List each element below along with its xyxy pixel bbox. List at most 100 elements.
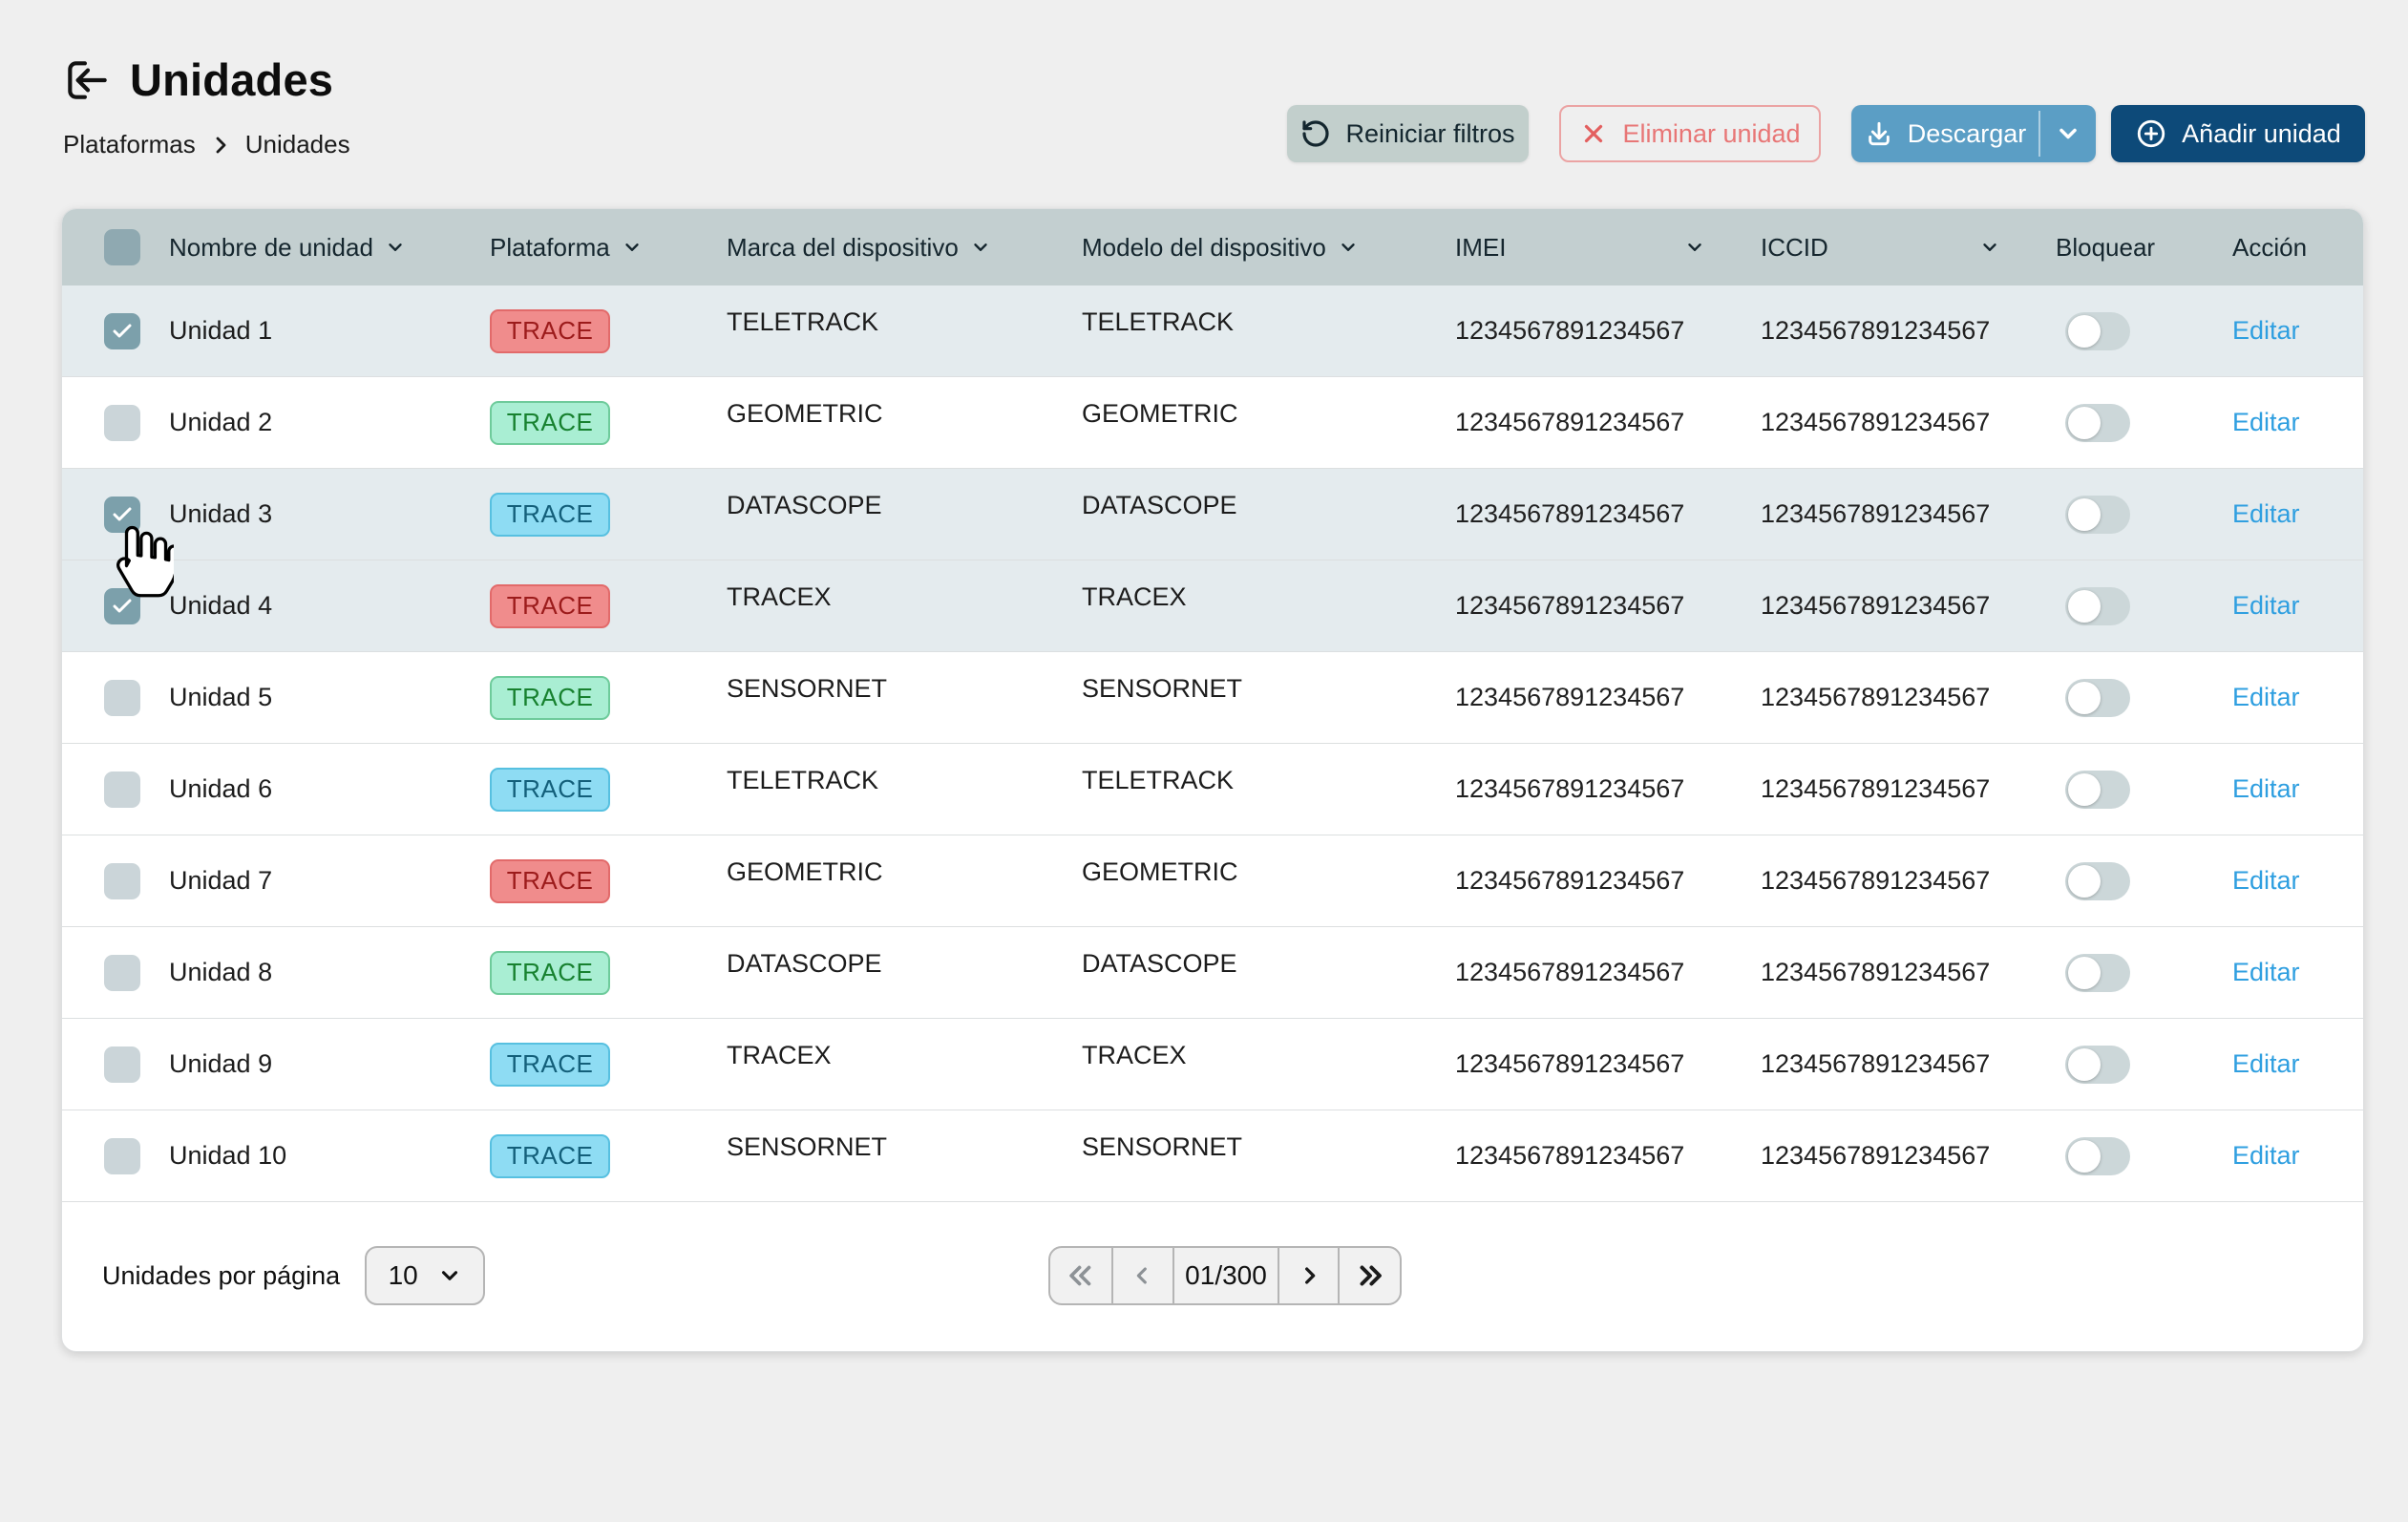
imei-value: 1234567891234567 [1455,683,1685,711]
imei-value: 1234567891234567 [1455,499,1685,528]
unit-name: Unidad 3 [169,499,273,528]
first-page-button[interactable] [1050,1248,1113,1303]
prev-page-button[interactable] [1113,1248,1174,1303]
toggle-knob [2068,864,2101,898]
imei-value: 1234567891234567 [1455,958,1685,986]
edit-link[interactable]: Editar [2232,683,2300,711]
column-header-imei[interactable]: IMEI [1455,233,1761,263]
unit-name: Unidad 10 [169,1141,287,1170]
row-checkbox[interactable] [104,312,140,349]
row-checkbox[interactable] [104,771,140,808]
device-brand: TELETRACK [727,766,879,794]
column-header-platform[interactable]: Plataforma [490,233,727,263]
row-checkbox[interactable] [104,587,140,624]
unit-name: Unidad 7 [169,866,273,895]
breadcrumb-platforms[interactable]: Plataformas [63,130,196,159]
edit-link[interactable]: Editar [2232,958,2300,986]
download-button[interactable]: Descargar [1851,105,2038,162]
imei-value: 1234567891234567 [1455,408,1685,436]
imei-value: 1234567891234567 [1455,1141,1685,1170]
reset-filters-label: Reiniciar filtros [1345,118,1515,148]
edit-link[interactable]: Editar [2232,499,2300,528]
iccid-value: 1234567891234567 [1761,866,1991,895]
unit-name: Unidad 6 [169,774,273,803]
add-unit-button[interactable]: Añadir unidad [2111,105,2365,162]
download-label: Descargar [1907,118,2027,148]
column-header-brand[interactable]: Marca del dispositivo [727,233,1082,263]
row-checkbox[interactable] [104,954,140,991]
chevrons-left-icon [1069,1265,1091,1286]
page-header: Unidades [61,53,333,106]
table-footer: Unidades por página 10 01/300 [62,1200,2363,1351]
table-row: Unidad 2 TRACE GEOMETRIC GEOMETRIC 12345… [62,377,2363,469]
per-page-value: 10 [388,1260,418,1290]
unit-name: Unidad 1 [169,316,273,345]
chevron-down-icon [1983,243,1996,251]
device-model: DATASCOPE [1082,491,1237,519]
device-brand: TRACEX [727,582,832,611]
unit-name: Unidad 8 [169,958,273,986]
edit-link[interactable]: Editar [2232,866,2300,895]
edit-link[interactable]: Editar [2232,1141,2300,1170]
imei-value: 1234567891234567 [1455,316,1685,345]
per-page-select[interactable]: 10 [365,1246,486,1305]
block-toggle[interactable] [2065,1045,2130,1084]
block-toggle[interactable] [2065,1136,2130,1175]
add-unit-label: Añadir unidad [2182,118,2341,148]
download-menu-button[interactable] [2040,105,2096,162]
row-checkbox[interactable] [104,1046,140,1083]
breadcrumb: Plataformas Unidades [63,130,350,159]
block-toggle[interactable] [2065,495,2130,534]
plus-circle-icon [2135,117,2167,150]
chevron-down-icon [1688,243,1701,251]
row-checkbox[interactable] [104,1137,140,1174]
block-toggle[interactable] [2065,861,2130,900]
platform-badge: TRACE [490,583,610,628]
reset-filters-button[interactable]: Reiniciar filtros [1287,105,1529,162]
block-toggle[interactable] [2065,953,2130,992]
column-header-block: Bloquear [2056,232,2156,262]
block-toggle[interactable] [2065,770,2130,809]
edit-link[interactable]: Editar [2232,774,2300,803]
platform-badge: TRACE [490,858,610,903]
delete-unit-label: Eliminar unidad [1622,118,1801,148]
edit-link[interactable]: Editar [2232,591,2300,620]
device-brand: GEOMETRIC [727,857,883,886]
row-checkbox[interactable] [104,679,140,716]
unit-name: Unidad 9 [169,1049,273,1078]
row-checkbox[interactable] [104,862,140,899]
platform-badge: TRACE [490,308,610,353]
table-row: Unidad 4 TRACE TRACEX TRACEX 12345678912… [62,560,2363,652]
block-toggle[interactable] [2065,586,2130,625]
breadcrumb-current: Unidades [244,130,350,159]
block-toggle[interactable] [2065,403,2130,442]
iccid-value: 1234567891234567 [1761,499,1991,528]
edit-link[interactable]: Editar [2232,1049,2300,1078]
chevron-left-icon [1136,1267,1147,1284]
toggle-knob [2068,497,2101,531]
row-checkbox[interactable] [104,404,140,441]
table-row: Unidad 7 TRACE GEOMETRIC GEOMETRIC 12345… [62,835,2363,927]
column-header-model[interactable]: Modelo del dispositivo [1082,233,1455,263]
imei-value: 1234567891234567 [1455,866,1685,895]
column-header-name[interactable]: Nombre de unidad [169,233,490,263]
last-page-button[interactable] [1340,1248,1400,1303]
chevron-down-icon [974,243,987,251]
iccid-value: 1234567891234567 [1761,1141,1991,1170]
platform-badge: TRACE [490,400,610,445]
delete-unit-button[interactable]: Eliminar unidad [1559,105,1821,162]
block-toggle[interactable] [2065,311,2130,350]
column-header-action: Acción [2232,232,2308,262]
edit-link[interactable]: Editar [2232,316,2300,345]
select-all-checkbox[interactable] [104,229,140,265]
platform-badge: TRACE [490,492,610,537]
next-page-button[interactable] [1279,1248,1340,1303]
table-body: Unidad 1 TRACE TELETRACK TELETRACK 12345… [62,285,2363,1202]
device-model: TRACEX [1082,1041,1187,1069]
block-toggle[interactable] [2065,678,2130,717]
column-header-iccid[interactable]: ICCID [1761,233,2056,263]
table-row: Unidad 8 TRACE DATASCOPE DATASCOPE 12345… [62,927,2363,1019]
row-checkbox[interactable] [104,496,140,533]
sign-out-left-icon[interactable] [61,54,113,106]
edit-link[interactable]: Editar [2232,408,2300,436]
